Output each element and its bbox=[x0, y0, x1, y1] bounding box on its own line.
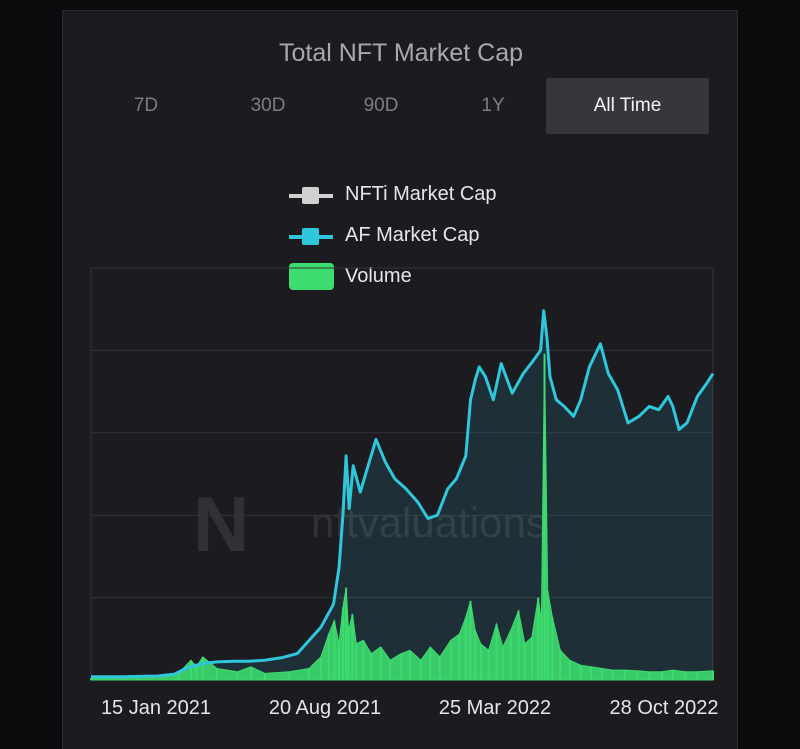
legend-label-volume: Volume bbox=[345, 265, 412, 287]
legend-swatch-af bbox=[289, 228, 333, 245]
tab-1y[interactable]: 1Y bbox=[481, 95, 505, 116]
x-tick-label: 25 Mar 2022 bbox=[439, 697, 551, 719]
legend-label-nfti: NFTi Market Cap bbox=[345, 183, 497, 205]
tab-7d[interactable]: 7D bbox=[133, 95, 159, 116]
tab-all-time[interactable]: All Time bbox=[546, 78, 709, 134]
tab-90d[interactable]: 90D bbox=[363, 95, 399, 116]
tab-30d[interactable]: 30D bbox=[250, 95, 286, 116]
af-market-cap-area bbox=[91, 310, 713, 680]
x-tick-label: 20 Aug 2021 bbox=[269, 697, 381, 719]
legend-label-af: AF Market Cap bbox=[345, 224, 480, 246]
af-market-cap-line bbox=[91, 309, 715, 679]
x-tick-label: 28 Oct 2022 bbox=[610, 697, 719, 719]
chart-title: Total NFT Market Cap bbox=[278, 39, 524, 67]
legend-swatch-nfti bbox=[289, 187, 333, 204]
x-tick-label: 15 Jan 2021 bbox=[101, 697, 211, 719]
time-range-tabs: 7D 30D 90D 1Y All Time bbox=[63, 78, 739, 134]
